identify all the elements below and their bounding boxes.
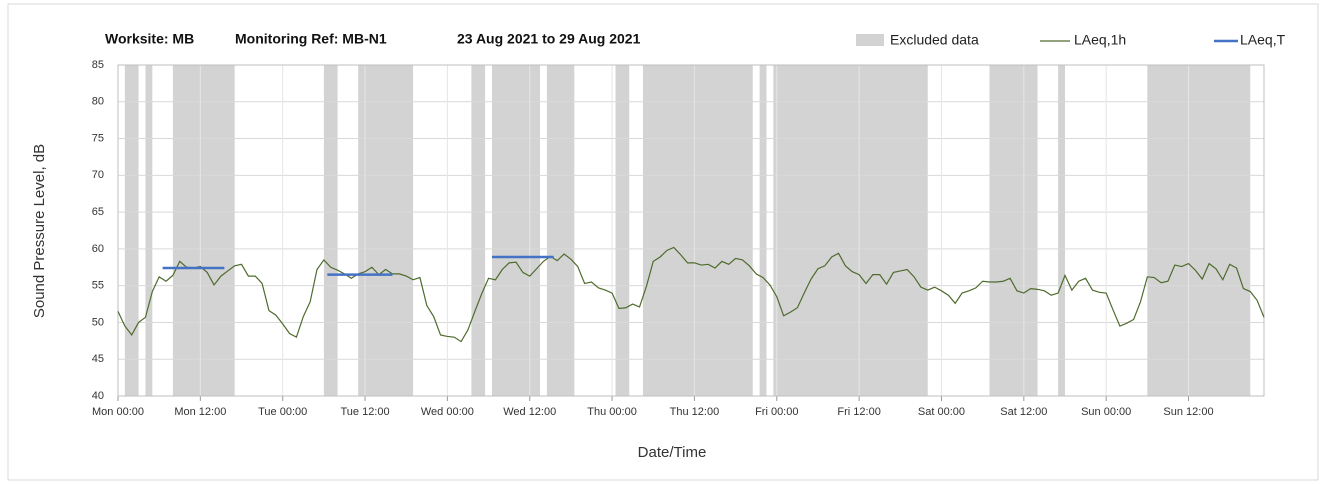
legend-label: LAeq,1h (1074, 32, 1126, 48)
x-tick-label: Fri 12:00 (837, 406, 880, 418)
plot-border (117, 64, 1265, 397)
x-tick-label: Thu 12:00 (670, 406, 720, 418)
y-tick-label: 80 (92, 96, 104, 108)
x-tick-label: Mon 12:00 (174, 406, 226, 418)
y-tick-label: 50 (92, 316, 104, 328)
legend-label: Excluded data (890, 32, 979, 48)
y-tick-label: 75 (92, 132, 104, 144)
excluded-band (172, 65, 235, 396)
excluded-band (358, 65, 414, 396)
x-tick-label: Fri 00:00 (755, 406, 798, 418)
excluded-band (1058, 65, 1065, 396)
title-dates: 23 Aug 2021 to 29 Aug 2021 (457, 31, 641, 47)
y-tick-label: 60 (92, 243, 104, 255)
x-tick-label: Mon 00:00 (92, 406, 144, 418)
line-series (117, 246, 1265, 343)
x-tick-label: Sun 00:00 (1081, 406, 1131, 418)
x-axis-label: Date/Time (638, 444, 707, 461)
y-tick-label: 55 (92, 280, 104, 292)
title-worksite: Worksite: MB (105, 31, 194, 47)
x-tick-label: Sat 00:00 (918, 406, 965, 418)
legend-swatch (856, 34, 884, 46)
chart-frame (7, 3, 1319, 481)
x-tick-label: Sat 12:00 (1000, 406, 1047, 418)
x-tick-label: Tue 12:00 (340, 406, 389, 418)
excluded-band (491, 65, 541, 396)
x-tick-label: Thu 00:00 (587, 406, 637, 418)
excluded-band (1147, 65, 1251, 396)
x-tick-label: Wed 00:00 (421, 406, 474, 418)
x-tick-label: Tue 00:00 (258, 406, 307, 418)
x-tick-label: Sun 12:00 (1163, 406, 1213, 418)
y-tick-label: 65 (92, 206, 104, 218)
excluded-band (642, 65, 753, 396)
excluded-band (124, 65, 139, 396)
y-tick-label: 85 (92, 59, 104, 71)
excluded-band (546, 65, 575, 396)
excluded-band (145, 65, 153, 396)
y-tick-label: 70 (92, 169, 104, 181)
legend-label: LAeq,T (1240, 32, 1286, 48)
excluded-band (615, 65, 630, 396)
excluded-band (989, 65, 1038, 396)
excluded-band (323, 65, 338, 396)
y-tick-label: 40 (92, 390, 104, 402)
excluded-band (759, 65, 767, 396)
excluded-band (471, 65, 486, 396)
x-tick-label: Wed 12:00 (503, 406, 556, 418)
title-ref: Monitoring Ref: MB-N1 (235, 31, 387, 47)
y-axis-label: Sound Pressure Level, dB (31, 144, 48, 318)
excluded-band (773, 65, 928, 396)
y-tick-label: 45 (92, 353, 104, 365)
